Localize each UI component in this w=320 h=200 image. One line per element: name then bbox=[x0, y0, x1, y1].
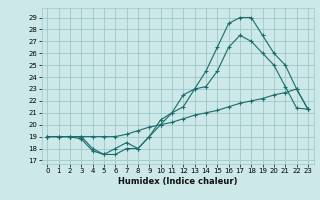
X-axis label: Humidex (Indice chaleur): Humidex (Indice chaleur) bbox=[118, 177, 237, 186]
